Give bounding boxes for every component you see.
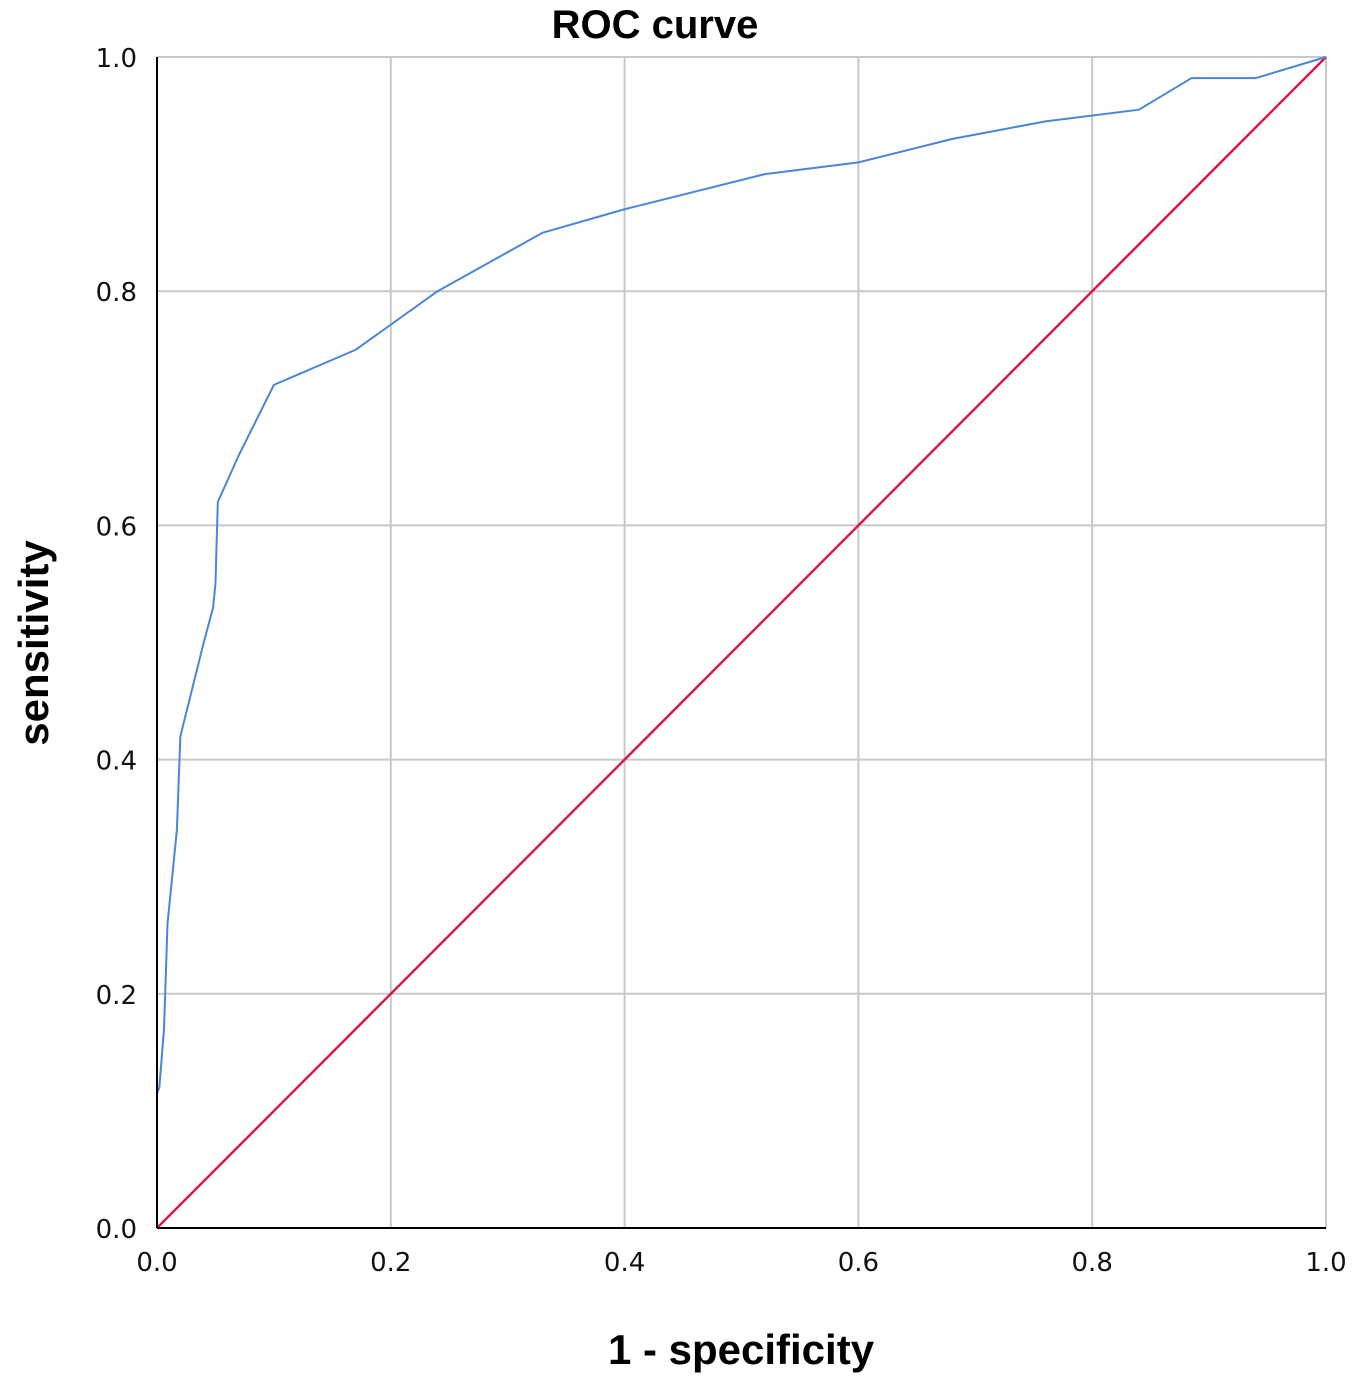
reference-line-layer bbox=[156, 56, 1327, 1229]
y-tick-label: 0.2 bbox=[96, 981, 137, 1011]
y-tick-labels: 0.0 0.2 0.4 0.6 0.8 1.0 bbox=[96, 44, 137, 1245]
y-tick-label: 0.8 bbox=[96, 278, 137, 308]
roc-curve-line bbox=[156, 56, 1327, 1228]
x-tick-label: 0.0 bbox=[136, 1248, 177, 1278]
y-axis-label: sensitivity bbox=[10, 540, 57, 746]
x-tick-label: 0.6 bbox=[838, 1248, 879, 1278]
x-tick-label: 0.8 bbox=[1072, 1248, 1113, 1278]
axes bbox=[156, 57, 1326, 1229]
x-tick-labels: 0.0 0.2 0.4 0.6 0.8 1.0 bbox=[136, 1248, 1346, 1278]
y-tick-label: 0.0 bbox=[96, 1215, 137, 1245]
y-tick-label: 0.6 bbox=[96, 512, 137, 542]
x-axis-label: 1 - specificity bbox=[608, 1326, 875, 1373]
x-tick-label: 0.2 bbox=[370, 1248, 411, 1278]
reference-diagonal-line bbox=[156, 56, 1327, 1229]
roc-curve-layer bbox=[156, 56, 1327, 1228]
x-tick-label: 0.4 bbox=[604, 1248, 645, 1278]
y-tick-label: 1.0 bbox=[96, 44, 137, 74]
y-tick-label: 0.4 bbox=[96, 747, 137, 777]
grid-lines bbox=[156, 56, 1327, 1229]
x-tick-label: 1.0 bbox=[1305, 1248, 1346, 1278]
chart-title: ROC curve bbox=[552, 3, 759, 47]
